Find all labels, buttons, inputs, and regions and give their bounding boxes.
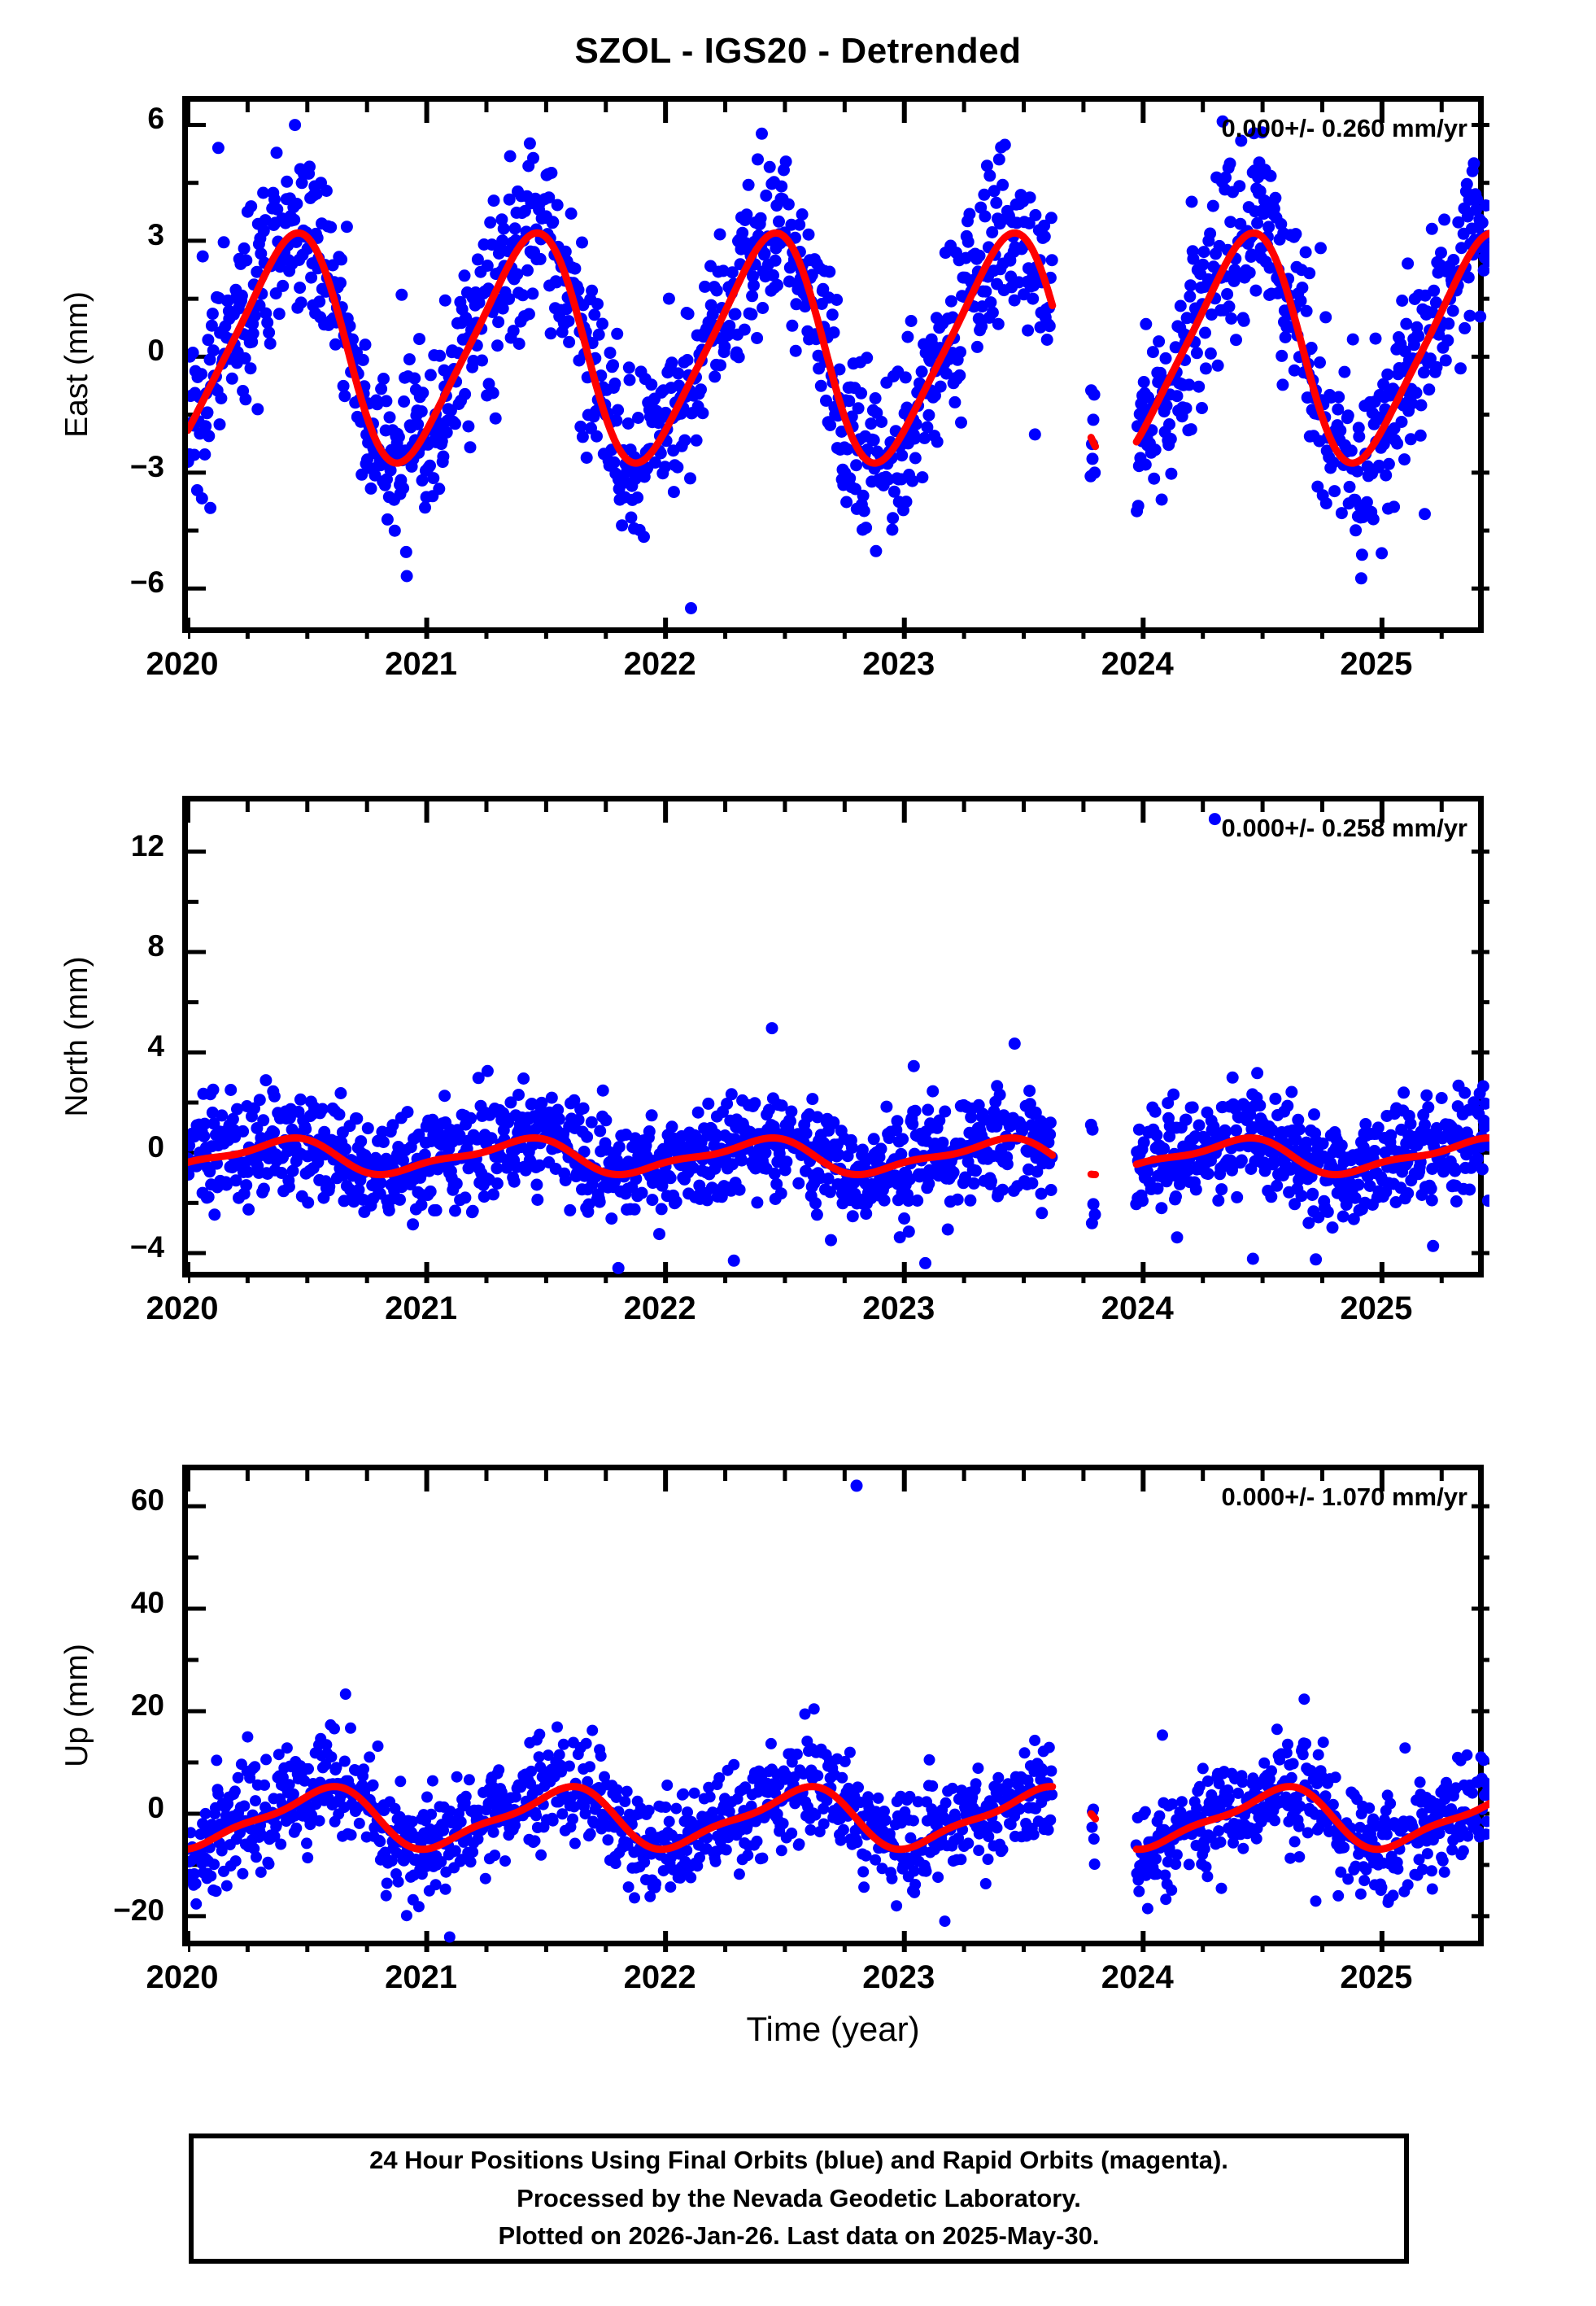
xtick-label-east: 2025 xyxy=(1340,646,1413,682)
xtick-label-east: 2023 xyxy=(862,646,935,682)
xtick-label-east: 2021 xyxy=(385,646,458,682)
xtick-label-north: 2022 xyxy=(623,1291,696,1326)
footer-caption-box: 24 Hour Positions Using Final Orbits (bl… xyxy=(189,2133,1409,2264)
rate-label-up: 0.000+/- 1.070 mm/yr xyxy=(1221,1483,1467,1511)
xaxis-title: Time (year) xyxy=(746,2010,920,2048)
xtick-label-east: 2022 xyxy=(623,646,696,682)
xtick-label-north: 2025 xyxy=(1340,1291,1413,1326)
rate-label-east: 0.000+/- 0.260 mm/yr xyxy=(1221,114,1467,142)
xtick-label-north: 2024 xyxy=(1101,1291,1174,1326)
rate-label-north: 0.000+/- 0.258 mm/yr xyxy=(1221,814,1467,842)
ytick-label-east: −3 xyxy=(129,449,164,483)
xtick-label-north: 2021 xyxy=(385,1291,458,1326)
ytick-label-north: 12 xyxy=(130,828,164,863)
xtick-label-north: 2023 xyxy=(862,1291,935,1326)
xtick-label-up: 2021 xyxy=(385,1959,458,1995)
xtick-label-up: 2023 xyxy=(862,1959,935,1995)
xtick-label-up: 2020 xyxy=(146,1959,219,1995)
plot-canvas-north xyxy=(188,801,1489,1283)
ytick-label-up: −20 xyxy=(113,1893,164,1927)
ytick-label-east: 3 xyxy=(147,217,164,251)
ytick-label-east: 0 xyxy=(147,334,164,368)
ytick-label-up: 60 xyxy=(130,1483,164,1518)
ytick-label-north: 4 xyxy=(147,1029,164,1063)
xtick-label-up: 2022 xyxy=(623,1959,696,1995)
ytick-label-east: −6 xyxy=(129,566,164,600)
xtick-label-east: 2024 xyxy=(1101,646,1174,682)
plot-area-east xyxy=(182,96,1489,639)
page-title: SZOL - IGS20 - Detrended xyxy=(574,31,1022,71)
plot-area-up xyxy=(182,1465,1489,1952)
ytick-label-up: 0 xyxy=(147,1790,164,1824)
xtick-label-east: 2020 xyxy=(146,646,219,682)
xtick-label-north: 2020 xyxy=(146,1291,219,1326)
footer-line-3: Plotted on 2026-Jan-26. Last data on 202… xyxy=(498,2221,1100,2251)
ytick-label-north: 0 xyxy=(147,1129,164,1164)
ytick-label-up: 20 xyxy=(130,1688,164,1722)
xtick-label-up: 2025 xyxy=(1340,1959,1413,1995)
ytick-label-north: 8 xyxy=(147,929,164,963)
plot-canvas-up xyxy=(188,1470,1489,1952)
plot-canvas-east xyxy=(188,102,1489,639)
xtick-label-up: 2024 xyxy=(1101,1959,1174,1995)
ytick-label-up: 40 xyxy=(130,1586,164,1620)
plot-area-north xyxy=(182,796,1489,1283)
ytick-label-north: −4 xyxy=(129,1230,164,1264)
footer-line-2: Processed by the Nevada Geodetic Laborat… xyxy=(517,2183,1081,2212)
ytick-label-east: 6 xyxy=(147,102,164,136)
footer-line-1: 24 Hour Positions Using Final Orbits (bl… xyxy=(369,2146,1228,2175)
